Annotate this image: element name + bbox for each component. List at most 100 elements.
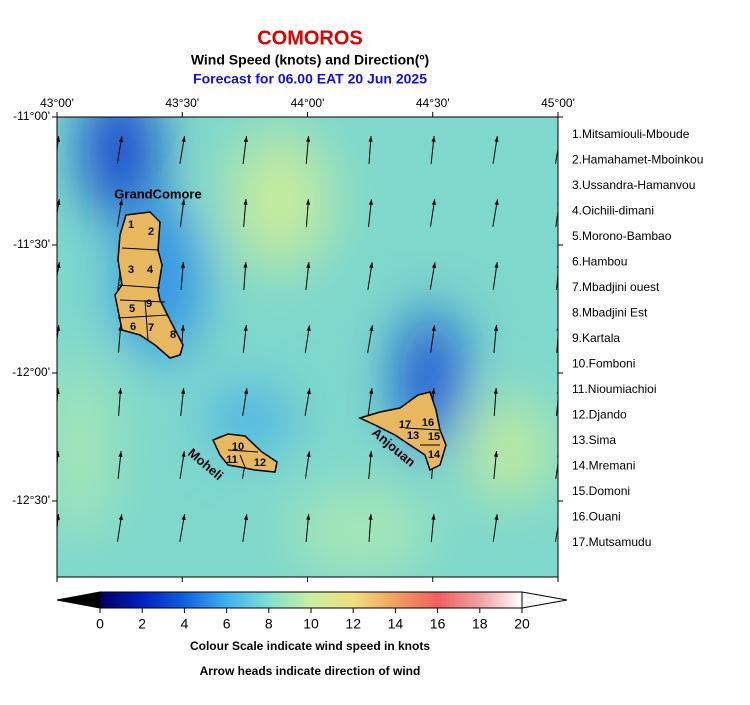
wind-arrow — [493, 387, 498, 417]
legend: 1.Mitsamiouli-Mboude 2.Hamahamet-Mboinkou… — [572, 127, 703, 549]
legend-item: 9.Kartala — [572, 331, 620, 345]
legend-item: 6.Hambou — [572, 255, 627, 269]
arrow-head — [368, 451, 373, 457]
arrow-head — [118, 199, 124, 206]
arrow-head — [493, 451, 499, 457]
wind-arrow — [492, 514, 499, 542]
wind-arrow — [305, 199, 311, 227]
arrow-head — [368, 514, 373, 520]
forecast: Forecast for 06.00 EAT 20 Jun 2025 — [193, 71, 427, 87]
colorbar-low-end — [56, 591, 101, 609]
arrow-head — [57, 136, 61, 142]
wind-arrow — [179, 451, 186, 479]
district-label: 4 — [147, 264, 154, 276]
wind-arrow — [492, 262, 499, 290]
wind-arrow — [242, 388, 249, 416]
wind-arrow — [179, 199, 186, 227]
district-label: 14 — [428, 449, 441, 461]
wind-arrow — [57, 136, 61, 155]
arrow-head — [431, 325, 436, 332]
lat-label: -12°30' — [12, 493, 50, 507]
district-label: 13 — [407, 430, 419, 442]
district-label: 6 — [130, 321, 136, 333]
arrow-head — [181, 514, 186, 521]
legend-item: 5.Morono-Bambao — [572, 229, 672, 243]
arrow-head — [181, 199, 186, 205]
arrow-head — [493, 388, 498, 394]
wind-arrow — [117, 451, 123, 479]
wind-arrow — [367, 388, 374, 416]
lon-label: 44°30' — [416, 96, 450, 110]
legend-item: 10.Fomboni — [572, 357, 635, 371]
wind-arrow — [368, 451, 373, 479]
wind-arrow — [368, 136, 373, 164]
wind-arrow — [180, 262, 185, 290]
colorbar-tick-label: 4 — [181, 616, 189, 632]
wind-arrow — [304, 451, 311, 479]
wind-arrow — [304, 325, 311, 353]
arrow-head — [368, 199, 373, 205]
legend-item: 11.Nioumiachioi — [572, 382, 657, 396]
wind-arrow — [57, 451, 60, 472]
colorbar-caption: Colour Scale indicate wind speed in knot… — [190, 639, 430, 653]
moheli — [211, 433, 278, 473]
wind-arrow — [242, 325, 248, 353]
arrow-head — [493, 325, 499, 331]
arrow-head — [306, 136, 311, 142]
wind-arrow — [430, 514, 436, 542]
arrow-head — [306, 514, 311, 520]
legend-item: 1.Mitsamiouli-Mboude — [572, 127, 690, 141]
colorbar-tick-label: 12 — [345, 616, 361, 632]
colorbar-tick-label: 18 — [472, 616, 488, 632]
district-label: 1 — [128, 219, 134, 231]
wind-arrow — [242, 514, 249, 542]
colorbar-tick-label: 6 — [223, 616, 231, 632]
wind-arrow — [367, 325, 374, 353]
arrow-head — [494, 199, 499, 206]
island-label: GrandComore — [114, 186, 201, 201]
district-label: 5 — [129, 303, 135, 315]
wind-arrow — [368, 199, 373, 227]
wind-arrow — [57, 514, 60, 533]
legend-item: 2.Hamahamet-Mboinkou — [572, 153, 703, 167]
lon-label: 43°30' — [165, 96, 199, 110]
wind-arrow — [305, 514, 311, 542]
arrow-head — [305, 199, 311, 205]
wind-arrow — [57, 262, 61, 280]
arrow-head — [57, 199, 61, 206]
arrow-head — [181, 451, 186, 458]
arrow-head — [181, 388, 186, 394]
lon-label: 43°00' — [40, 96, 74, 110]
lon-label: 44°00' — [291, 96, 325, 110]
legend-item: 17.Mutsamudu — [572, 535, 651, 549]
arrow-head — [244, 388, 249, 395]
arrow-head — [431, 388, 436, 394]
wind-arrow — [118, 388, 123, 416]
district-borders — [117, 247, 441, 468]
arrow-head — [369, 388, 374, 395]
district-label: 17 — [399, 419, 411, 431]
arrow-head — [431, 262, 437, 269]
legend-item: 4.Oichili-dimani — [572, 204, 654, 218]
subtitle: Wind Speed (knots) and Direction(º) — [191, 52, 429, 68]
colorbar-tick-label: 14 — [388, 616, 404, 632]
colorbar-tick-label: 20 — [514, 616, 530, 632]
district-label: 16 — [422, 417, 434, 429]
wind-arrow — [492, 199, 499, 227]
arrow-head — [369, 577, 373, 583]
arrow-head — [306, 325, 311, 332]
wind-arrow — [429, 262, 437, 290]
title: COMOROS — [257, 27, 363, 49]
wind-arrow — [179, 514, 186, 542]
legend-item: 12.Djando — [572, 408, 627, 422]
arrow-head — [368, 136, 373, 142]
wind-arrow — [243, 262, 248, 290]
district-label: 7 — [148, 322, 154, 334]
colorbar-tick-label: 10 — [303, 616, 319, 632]
arrow-head — [57, 262, 61, 269]
arrow-head — [244, 577, 248, 583]
wind-arrow — [493, 451, 499, 479]
wind-arrow — [57, 325, 61, 343]
